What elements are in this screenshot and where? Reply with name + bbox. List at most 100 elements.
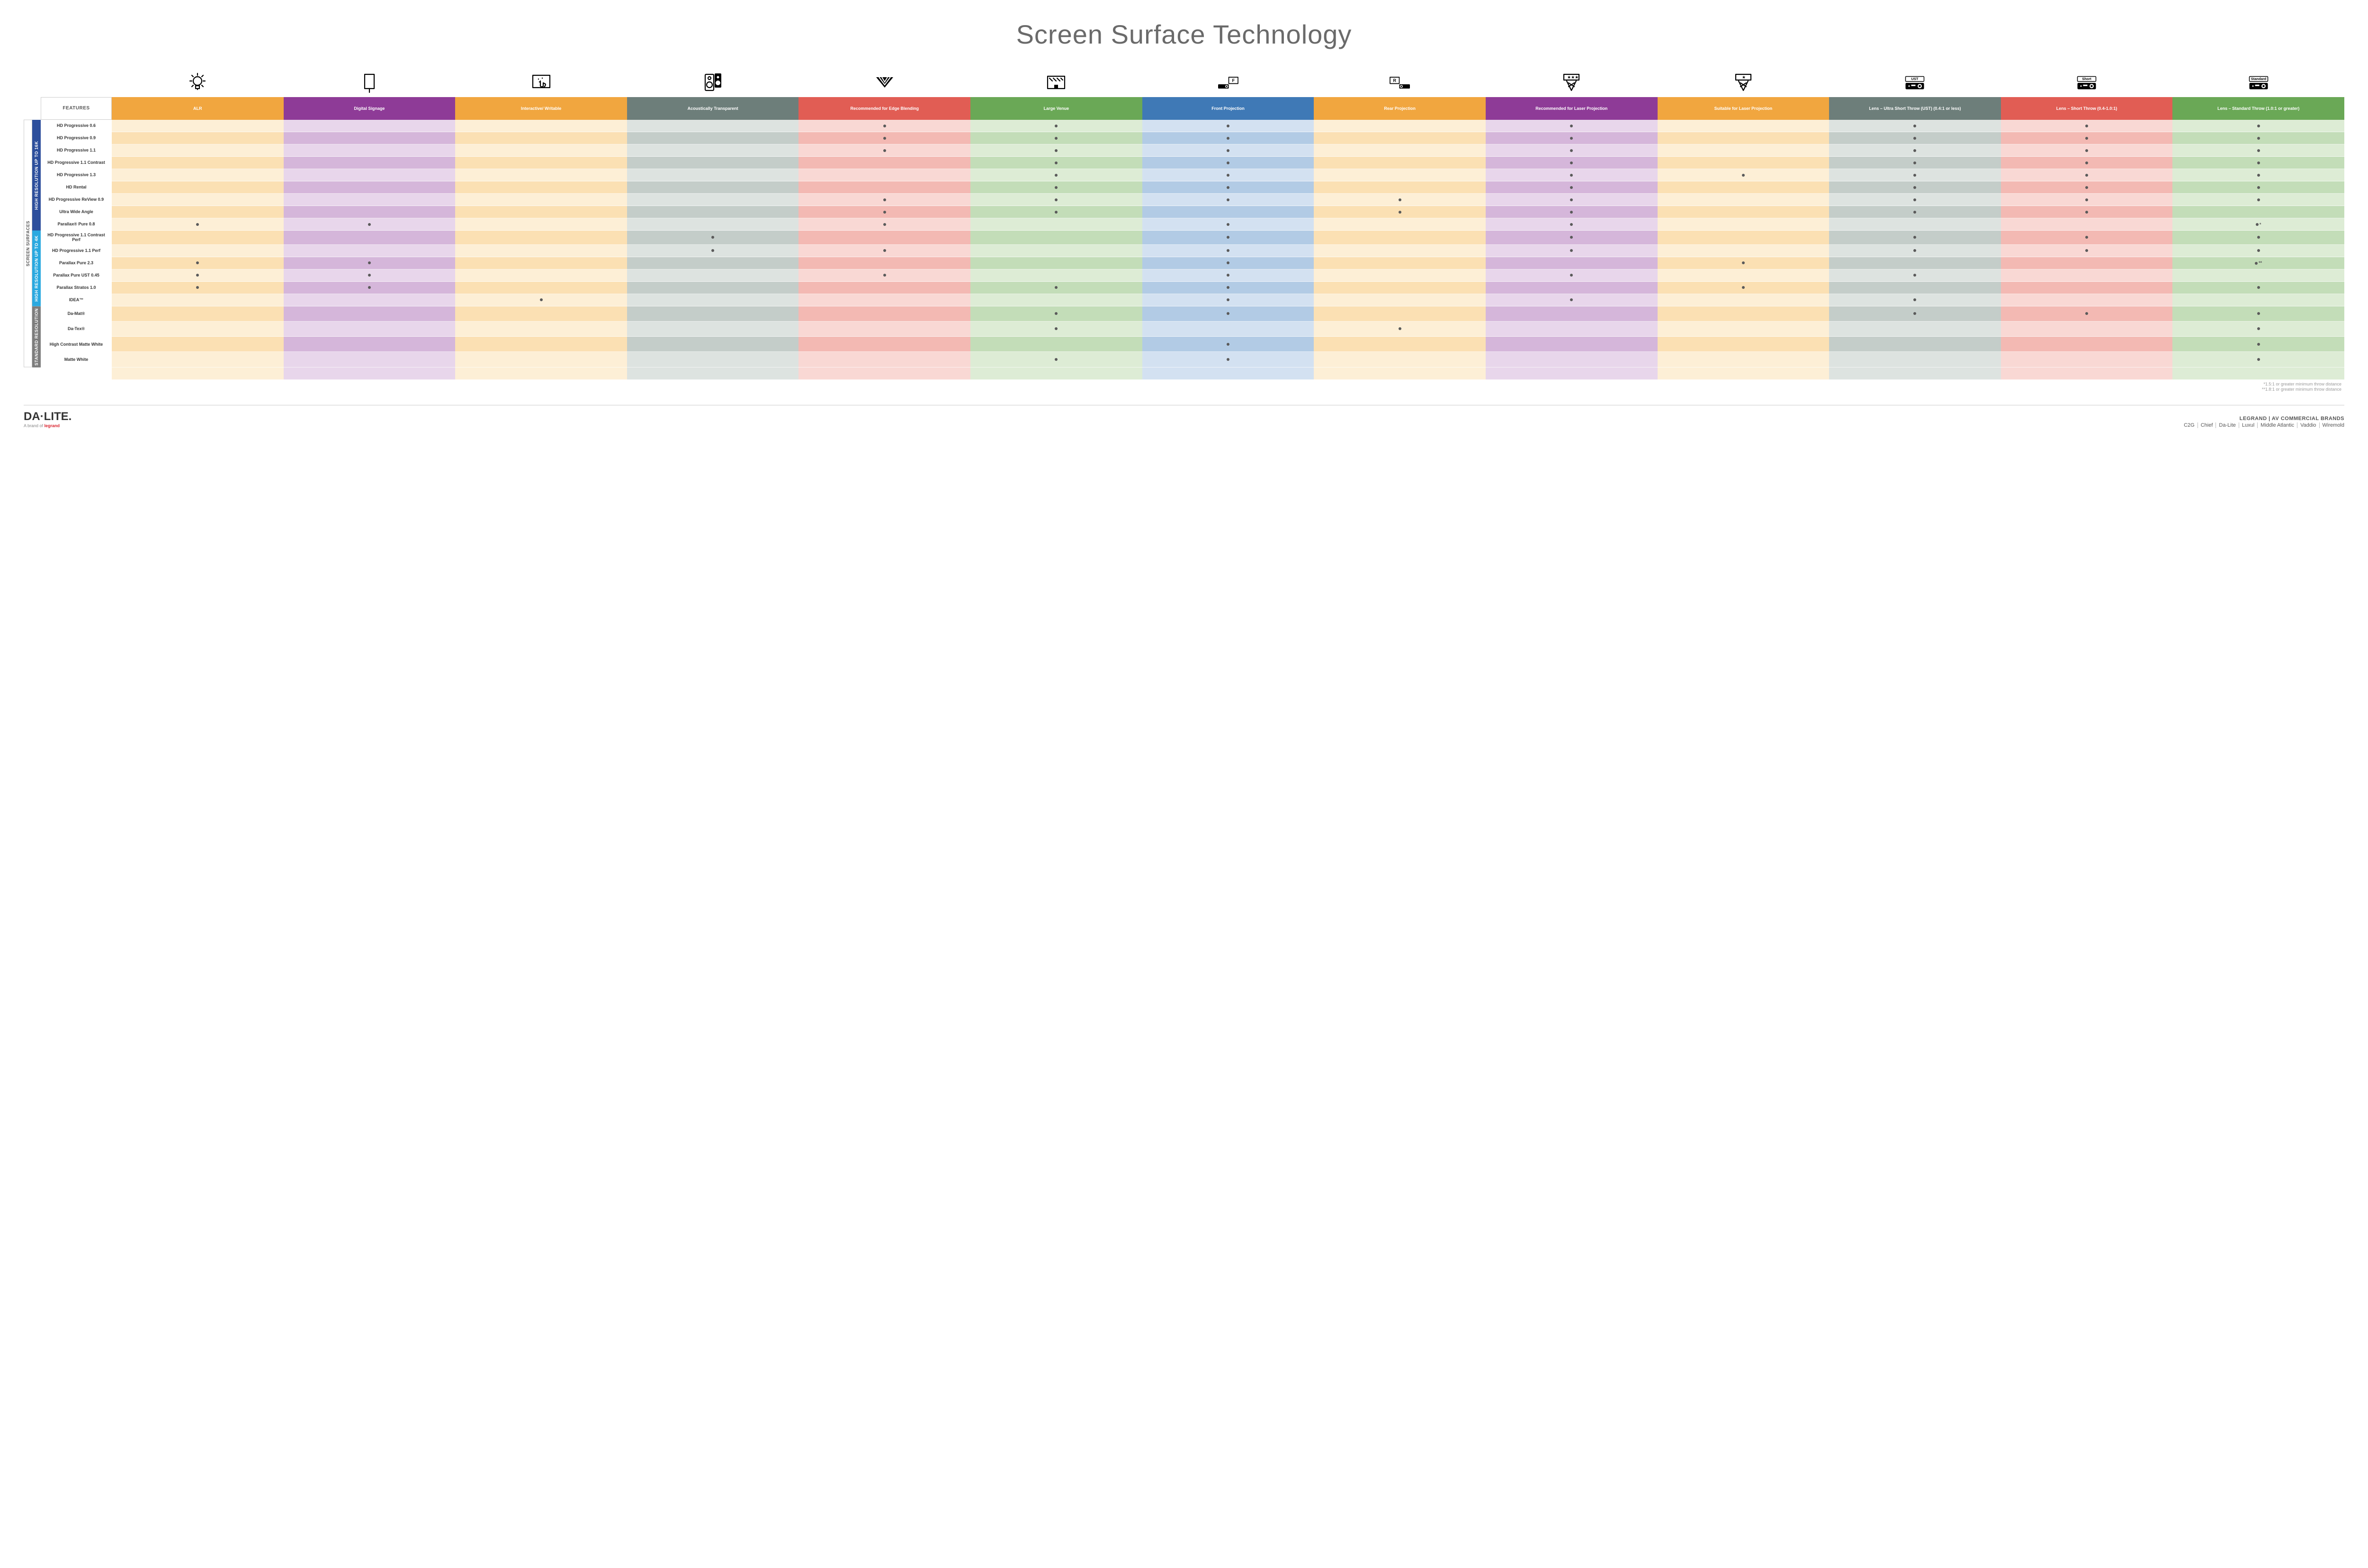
short-icon: Short bbox=[2001, 64, 2173, 97]
cell bbox=[798, 194, 970, 206]
cell bbox=[1829, 322, 2001, 337]
dot-marker bbox=[2257, 125, 2260, 127]
cell bbox=[455, 269, 627, 282]
dot-marker bbox=[883, 211, 886, 214]
dot-marker bbox=[1227, 236, 1229, 239]
cell bbox=[970, 206, 1142, 218]
cell bbox=[1314, 169, 1486, 181]
cell bbox=[1658, 169, 1830, 181]
dot-marker bbox=[1570, 186, 1573, 189]
cell bbox=[1829, 282, 2001, 294]
cell bbox=[2001, 322, 2173, 337]
cell bbox=[284, 322, 456, 337]
cell bbox=[455, 306, 627, 322]
cell bbox=[2001, 337, 2173, 352]
footer-brands-list: C2GChiefDa-LiteLuxulMiddle AtlanticVaddi… bbox=[2181, 422, 2344, 428]
cell bbox=[627, 269, 799, 282]
group-label-g4k: HIGH RESOLUTION UP TO 4K bbox=[32, 231, 41, 306]
dot-marker bbox=[2257, 327, 2260, 330]
dot-marker bbox=[1570, 198, 1573, 201]
cell bbox=[1142, 294, 1314, 306]
dot-marker bbox=[2085, 174, 2088, 177]
cell bbox=[1314, 231, 1486, 245]
cell bbox=[1142, 120, 1314, 132]
cell bbox=[2172, 337, 2344, 352]
cell bbox=[798, 257, 970, 269]
dot-marker bbox=[1570, 274, 1573, 277]
cell: ** bbox=[2172, 257, 2344, 269]
cell bbox=[1658, 120, 1830, 132]
writable-icon bbox=[455, 64, 627, 97]
cell bbox=[2001, 218, 2173, 231]
cell bbox=[798, 218, 970, 231]
cell bbox=[798, 337, 970, 352]
cell bbox=[1314, 181, 1486, 194]
cell bbox=[1142, 144, 1314, 157]
dot-marker bbox=[2085, 249, 2088, 252]
cell bbox=[1486, 269, 1658, 282]
cell bbox=[1658, 144, 1830, 157]
spacer bbox=[284, 367, 456, 380]
cell bbox=[1314, 352, 1486, 367]
row-label: Da-Mat® bbox=[41, 306, 112, 322]
col-header-reclaser: Recommended for Laser Projection bbox=[1486, 97, 1658, 120]
dot-marker bbox=[2085, 161, 2088, 164]
cell bbox=[798, 352, 970, 367]
cell bbox=[112, 169, 284, 181]
svg-text:F: F bbox=[1232, 78, 1235, 83]
dot-marker bbox=[368, 223, 371, 226]
edge-icon bbox=[798, 64, 970, 97]
dot-marker bbox=[1570, 211, 1573, 214]
logo-sub-brand: legrand bbox=[45, 423, 60, 428]
col-header-large: Large Venue bbox=[970, 97, 1142, 120]
dot-marker bbox=[1570, 161, 1573, 164]
cell bbox=[112, 157, 284, 169]
row-label: HD Progressive 0.9 bbox=[41, 132, 112, 144]
dot-marker bbox=[196, 274, 199, 277]
acoustic-icon bbox=[627, 64, 799, 97]
cell bbox=[1486, 132, 1658, 144]
dot-marker bbox=[2085, 125, 2088, 127]
dot-marker bbox=[1055, 198, 1058, 201]
cell bbox=[455, 322, 627, 337]
dot-marker bbox=[1227, 198, 1229, 201]
cell bbox=[284, 132, 456, 144]
cell bbox=[1314, 206, 1486, 218]
cell bbox=[627, 231, 799, 245]
dot-marker bbox=[1913, 125, 1916, 127]
cell bbox=[2001, 352, 2173, 367]
cell bbox=[1658, 206, 1830, 218]
dot-marker bbox=[1742, 261, 1745, 264]
cell bbox=[1142, 231, 1314, 245]
dot-marker bbox=[1055, 358, 1058, 361]
cell bbox=[112, 257, 284, 269]
page-title: Screen Surface Technology bbox=[24, 19, 2344, 50]
cell bbox=[455, 181, 627, 194]
dot-marker bbox=[1913, 161, 1916, 164]
cell bbox=[1486, 306, 1658, 322]
cell bbox=[2001, 306, 2173, 322]
footer-brands: LEGRAND | AV COMMERCIAL BRANDS C2GChiefD… bbox=[2181, 416, 2344, 428]
cell bbox=[1142, 206, 1314, 218]
row-label: HD Progressive 0.6 bbox=[41, 120, 112, 132]
cell bbox=[1142, 181, 1314, 194]
dot-marker bbox=[1570, 236, 1573, 239]
cell bbox=[1486, 194, 1658, 206]
dot-marker bbox=[1913, 298, 1916, 301]
cell bbox=[112, 218, 284, 231]
dot-marker bbox=[1055, 174, 1058, 177]
dot-marker bbox=[1913, 312, 1916, 315]
cell bbox=[970, 132, 1142, 144]
cell bbox=[112, 322, 284, 337]
cell bbox=[284, 306, 456, 322]
logo-sub-prefix: A brand of bbox=[24, 423, 45, 428]
cell bbox=[627, 194, 799, 206]
alr-icon bbox=[112, 64, 284, 97]
dot-marker bbox=[1913, 137, 1916, 140]
cell bbox=[455, 144, 627, 157]
dot-marker bbox=[1570, 249, 1573, 252]
col-header-front: Front Projection bbox=[1142, 97, 1314, 120]
cell bbox=[2172, 194, 2344, 206]
row-label: HD Progressive ReView 0.9 bbox=[41, 194, 112, 206]
cell bbox=[1142, 169, 1314, 181]
